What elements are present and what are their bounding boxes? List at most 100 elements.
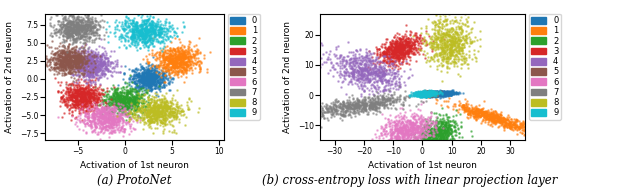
Point: [140, 76, 150, 79]
Point: [403, 133, 413, 136]
Point: [368, 111, 378, 114]
Point: [429, 92, 440, 96]
Point: [63, 54, 73, 57]
Point: [434, 63, 444, 66]
Point: [426, 122, 436, 126]
Point: [431, 93, 442, 96]
Point: [73, 83, 83, 86]
Point: [368, 105, 378, 108]
Point: [76, 72, 86, 75]
Point: [425, 92, 435, 95]
Point: [346, 71, 356, 74]
Point: [412, 94, 422, 97]
Point: [147, 82, 157, 85]
Point: [386, 51, 396, 54]
Point: [176, 74, 186, 77]
Point: [362, 100, 372, 103]
Point: [178, 66, 188, 69]
Point: [391, 54, 401, 57]
Point: [152, 116, 163, 119]
Point: [415, 92, 425, 95]
Point: [369, 77, 380, 80]
Point: [440, 92, 450, 95]
Point: [126, 105, 136, 108]
Point: [72, 61, 83, 64]
Point: [66, 94, 76, 98]
Point: [410, 93, 420, 97]
Point: [426, 94, 436, 98]
Point: [360, 78, 370, 81]
Point: [402, 123, 412, 127]
Point: [148, 114, 159, 117]
Point: [87, 20, 97, 23]
Point: [422, 93, 432, 96]
Point: [432, 132, 442, 135]
Point: [76, 52, 86, 56]
Point: [378, 99, 388, 102]
Point: [86, 64, 97, 67]
Point: [129, 35, 140, 38]
Point: [479, 111, 489, 114]
Point: [148, 39, 159, 42]
Point: [105, 114, 115, 117]
Point: [144, 121, 154, 124]
Point: [420, 93, 431, 96]
Point: [119, 91, 129, 94]
Point: [138, 36, 148, 39]
Point: [74, 90, 84, 93]
Point: [118, 95, 129, 98]
Point: [378, 59, 388, 62]
Point: [143, 67, 154, 70]
Point: [100, 50, 110, 53]
Point: [96, 112, 106, 115]
Point: [470, 112, 480, 115]
Point: [142, 70, 152, 73]
Point: [149, 83, 159, 86]
Point: [456, 11, 467, 14]
Point: [148, 32, 159, 35]
Point: [486, 123, 496, 126]
Point: [426, 93, 436, 96]
Point: [143, 107, 153, 111]
Point: [384, 60, 394, 63]
Point: [145, 110, 155, 113]
Point: [112, 87, 122, 90]
Point: [395, 107, 405, 110]
Point: [335, 102, 345, 105]
Point: [127, 86, 137, 90]
Point: [394, 40, 404, 43]
Point: [82, 86, 92, 89]
Point: [434, 93, 444, 96]
Point: [78, 101, 88, 104]
Point: [100, 65, 111, 68]
Point: [96, 115, 106, 119]
Point: [351, 104, 361, 107]
Point: [418, 94, 428, 97]
Point: [432, 95, 442, 98]
Point: [428, 92, 438, 95]
Point: [152, 112, 162, 115]
Point: [444, 89, 454, 92]
Point: [424, 94, 435, 97]
Point: [147, 115, 157, 118]
Point: [120, 82, 131, 85]
Point: [364, 50, 374, 53]
Point: [61, 50, 72, 53]
Point: [377, 77, 387, 81]
Point: [422, 43, 432, 46]
Point: [157, 32, 167, 35]
Point: [151, 25, 161, 28]
Point: [128, 29, 138, 33]
Point: [129, 101, 139, 104]
Point: [497, 121, 508, 125]
Point: [424, 92, 435, 95]
Point: [148, 26, 158, 29]
Point: [362, 71, 372, 74]
Point: [438, 55, 448, 58]
Point: [327, 107, 337, 110]
Point: [393, 45, 403, 48]
Point: [192, 61, 202, 64]
Point: [44, 58, 54, 62]
Point: [452, 39, 462, 42]
Point: [406, 45, 416, 48]
